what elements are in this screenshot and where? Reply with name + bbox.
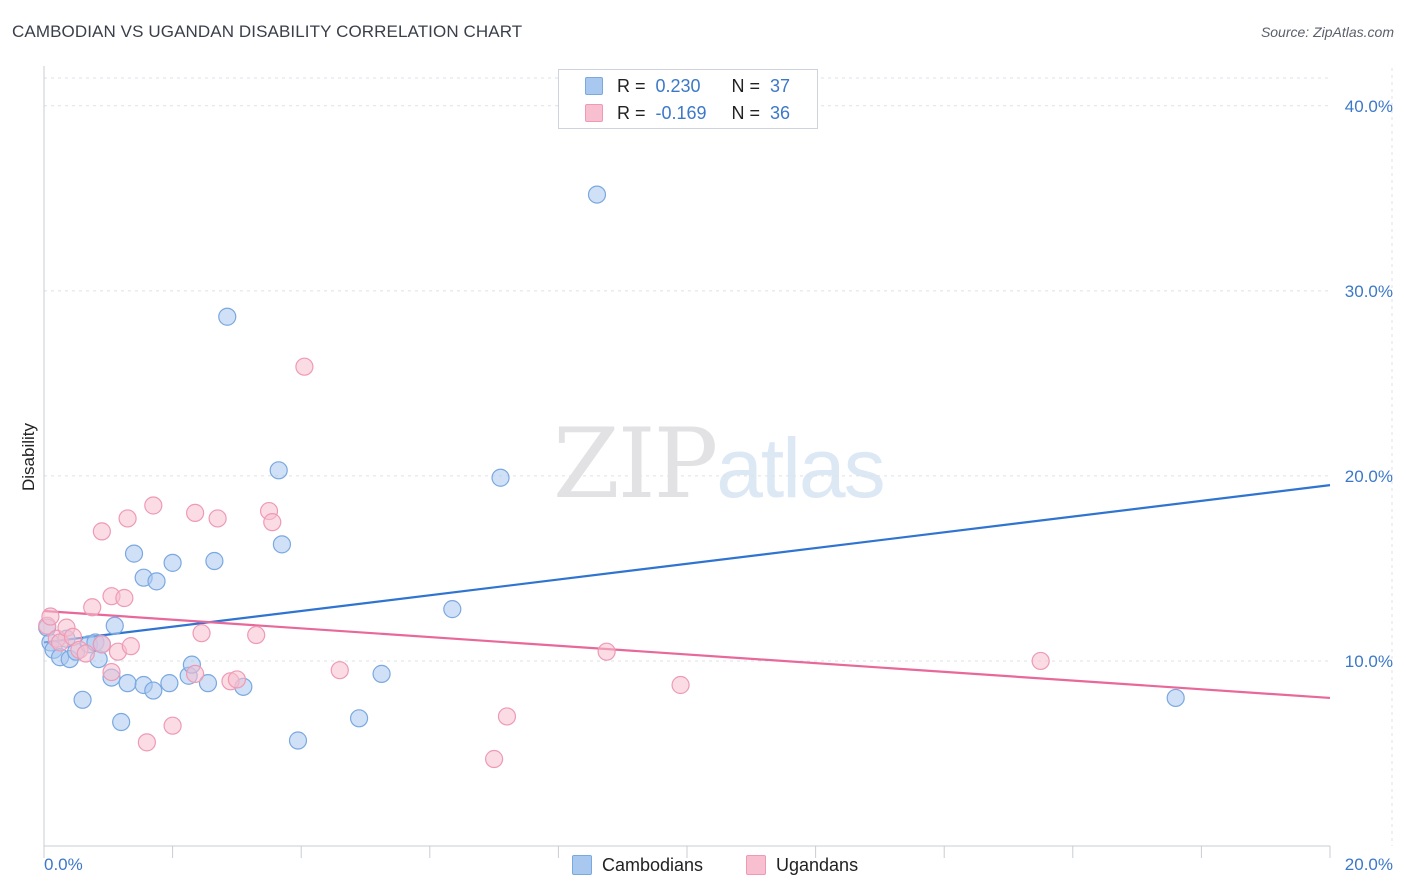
data-point-ugandans [247, 625, 266, 645]
axis-layer [43, 66, 1331, 858]
data-point-cambodians [118, 674, 137, 693]
x-tick-label: 20.0% [1345, 855, 1393, 874]
legend-swatch-ugandans [585, 104, 603, 122]
r-value: 0.230 [655, 75, 701, 96]
data-point-ugandans [263, 513, 282, 532]
data-point-cambodians [491, 468, 510, 487]
data-point-ugandans [186, 664, 205, 683]
data-point-cambodians [205, 551, 224, 571]
data-point-cambodians [112, 712, 131, 732]
data-point-ugandans [497, 707, 517, 726]
legend-swatch-cambodians [585, 77, 603, 95]
y-tick-label: 40.0% [1345, 97, 1393, 116]
watermark-zip: ZIP [553, 408, 718, 520]
y-tick-label: 30.0% [1345, 282, 1393, 301]
r-value: -0.169 [655, 102, 707, 123]
data-point-ugandans [76, 644, 95, 663]
data-point-cambodians [269, 461, 288, 480]
watermark: ZIPatlas [553, 408, 886, 520]
n-value: 37 [770, 75, 791, 96]
n-label: N = [731, 102, 761, 123]
data-point-ugandans [227, 670, 246, 689]
stats-row-cambodians: R = 0.230 N = 37 [585, 74, 790, 98]
data-point-ugandans [295, 357, 314, 376]
trend-layer [43, 484, 1331, 700]
y-tick-label: 10.0% [1345, 652, 1393, 671]
data-point-cambodians [349, 709, 369, 728]
data-point-cambodians [288, 731, 308, 750]
data-point-ugandans [671, 675, 690, 695]
label-layer: 10.0% 20.0% 30.0% 40.0% 0.0% 20.0% Disability [19, 97, 1393, 874]
data-point-ugandans [330, 661, 349, 680]
stats-row-ugandans: R = -0.169 N = 36 [585, 101, 790, 125]
data-point-ugandans [208, 509, 227, 528]
watermark-atlas: atlas [716, 421, 885, 515]
chart-title: CAMBODIAN VS UGANDAN DISABILITY CORRELAT… [12, 22, 523, 41]
legend-label-ugandans: Ugandans [776, 854, 859, 875]
trend-line-cambodians [43, 484, 1331, 644]
data-point-ugandans [92, 522, 111, 541]
legend-swatch-ugandans [746, 855, 766, 875]
data-point-ugandans [144, 496, 163, 515]
y-axis-label: Disability [19, 422, 38, 491]
data-point-ugandans [121, 637, 140, 656]
x-tick-label: 0.0% [44, 855, 83, 874]
r-label: R = [617, 102, 646, 123]
legend-swatch-cambodians [572, 855, 592, 875]
data-point-ugandans [186, 503, 205, 522]
n-value: 36 [770, 102, 791, 123]
y-tick-label: 20.0% [1345, 467, 1393, 486]
data-point-cambodians [144, 681, 163, 700]
data-point-cambodians [160, 674, 179, 693]
data-point-cambodians [73, 690, 92, 709]
data-point-ugandans [137, 733, 156, 752]
data-point-cambodians [1166, 688, 1185, 708]
data-point-ugandans [163, 716, 182, 735]
data-point-cambodians [198, 674, 218, 693]
trend-line-ugandans [43, 609, 1331, 700]
r-label: R = [617, 75, 646, 96]
data-point-cambodians [272, 535, 292, 554]
data-point-ugandans [115, 588, 134, 608]
data-point-ugandans [118, 509, 137, 528]
n-label: N = [731, 75, 761, 96]
source-credit: Source: ZipAtlas.com [1260, 24, 1394, 40]
data-point-cambodians [372, 664, 391, 683]
data-point-ugandans [485, 749, 504, 769]
stats-legend: R = 0.230 N = 37 R = -0.169 N = 36 [558, 69, 818, 129]
data-point-ugandans [597, 642, 616, 661]
data-point-ugandans [92, 635, 111, 654]
data-point-ugandans [102, 662, 121, 682]
data-point-cambodians [218, 307, 237, 326]
data-point-ugandans [192, 624, 211, 643]
data-point-cambodians [443, 600, 462, 619]
legend-label-cambodians: Cambodians [602, 854, 704, 875]
data-point-cambodians [587, 185, 607, 204]
data-point-cambodians [124, 544, 144, 563]
data-point-ugandans [83, 598, 102, 617]
point-layer [38, 185, 1185, 769]
series-legend: Cambodians Ugandans [0, 852, 1406, 878]
data-point-cambodians [163, 553, 182, 572]
grid-layer [44, 68, 1393, 846]
data-point-ugandans [1031, 651, 1050, 671]
legend-item-ugandans[interactable]: Ugandans [746, 852, 858, 878]
data-point-ugandans [41, 607, 60, 626]
data-point-cambodians [147, 572, 166, 591]
legend-item-cambodians[interactable]: Cambodians [572, 852, 703, 878]
data-point-cambodians [105, 616, 124, 635]
